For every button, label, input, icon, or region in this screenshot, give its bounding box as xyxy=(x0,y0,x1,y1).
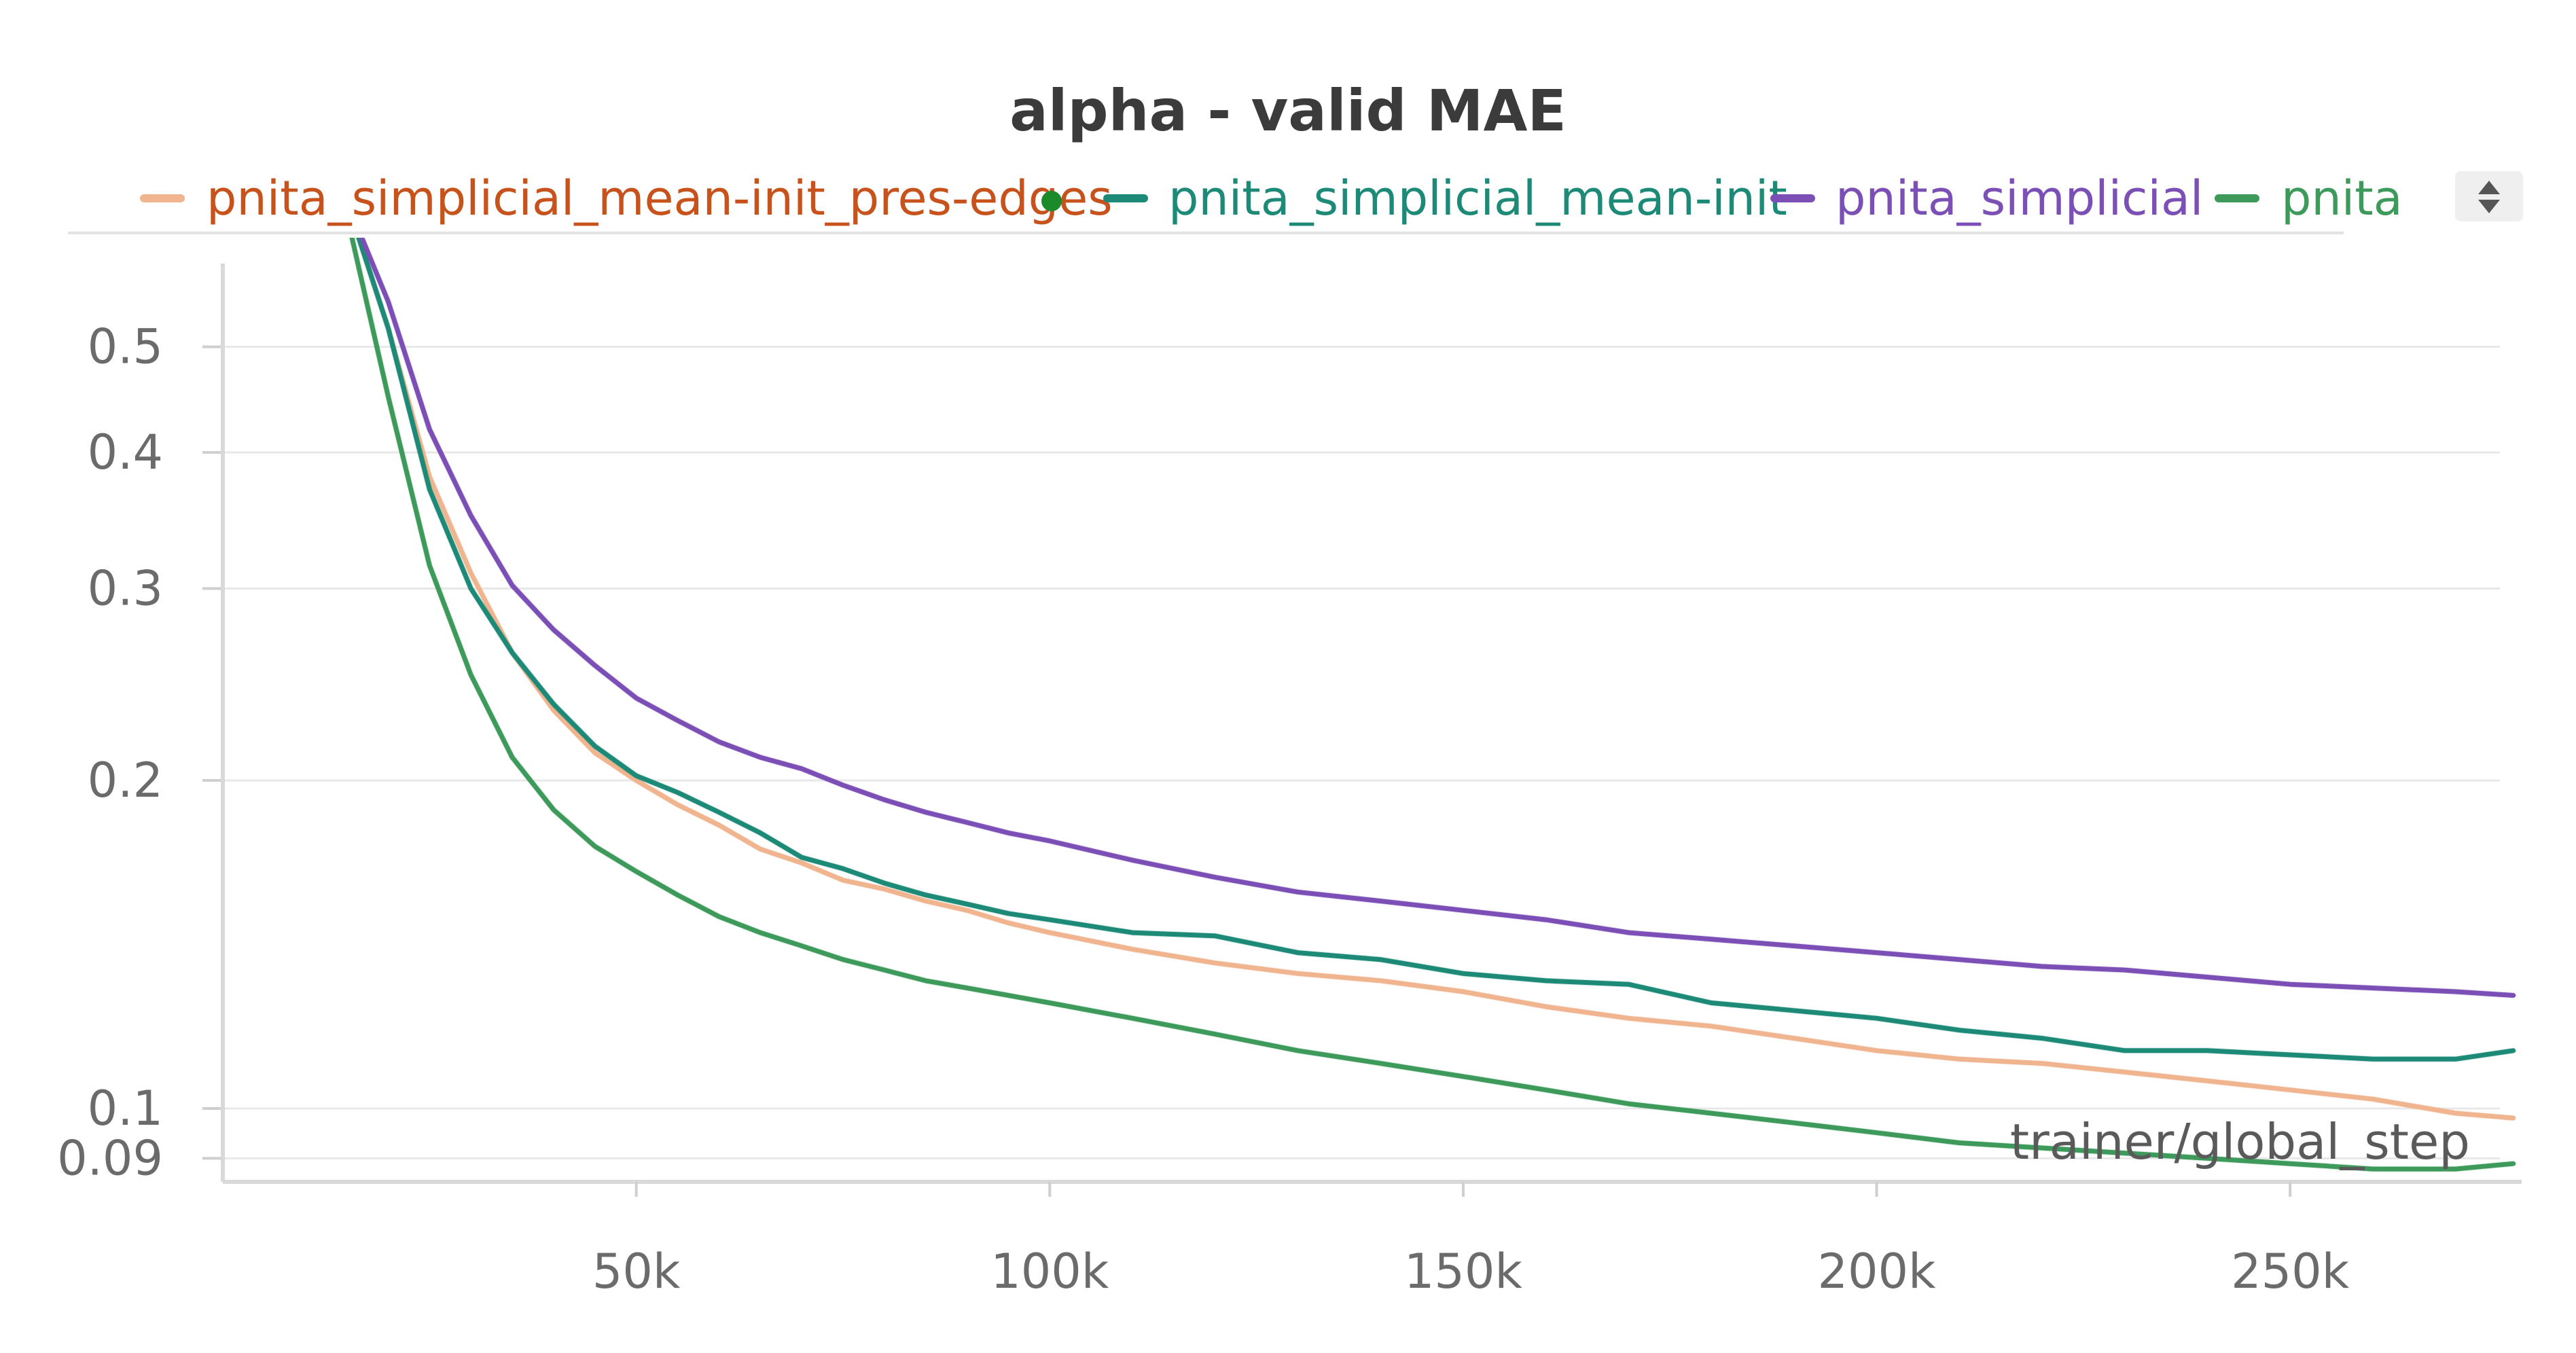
series-line xyxy=(359,238,2516,998)
legend-item-label[interactable]: pnita xyxy=(2281,170,2403,226)
y-tick-label: 0.2 xyxy=(88,753,163,808)
series-line xyxy=(349,238,2516,1172)
axes: 0.5 0.4 0.3 0.2 0.10.09 50k 100k 150k 200k 250k xyxy=(57,264,2522,1299)
legend-item-label[interactable]: pnita_simplicial xyxy=(1836,170,2203,226)
chevron-down-icon[interactable] xyxy=(2478,200,2500,213)
x-tick-label: 200k xyxy=(1817,1244,1936,1299)
x-tick-label: 150k xyxy=(1404,1244,1523,1299)
legend-item-label[interactable]: pnita_simplicial_mean-init_pres-edges xyxy=(207,170,1113,226)
series-line xyxy=(356,238,2516,1062)
legend-item-label[interactable]: pnita_simplicial_mean-init xyxy=(1168,170,1787,226)
y-tick-label: 0.3 xyxy=(88,561,163,617)
grid xyxy=(223,346,2500,1159)
y-tick-label: 0.1 xyxy=(88,1081,163,1136)
y-tick-label: 0.5 xyxy=(88,319,163,375)
x-tick-label: 250k xyxy=(2231,1244,2350,1299)
y-tick-label: 0.09 xyxy=(57,1130,163,1186)
legend-scroll-box[interactable] xyxy=(2455,171,2523,221)
chart-title: alpha - valid MAE xyxy=(1009,77,1567,144)
x-tick-label: 100k xyxy=(990,1244,1109,1299)
legend-scroll-control[interactable] xyxy=(2455,171,2523,221)
x-axis-label: trainer/global_step xyxy=(2010,1113,2470,1170)
active-run-dot-icon xyxy=(1041,191,1062,211)
x-tick-label: 50k xyxy=(592,1244,681,1299)
legend: pnita_simplicial_mean-init_pres-edges pni… xyxy=(140,170,2403,226)
series-line xyxy=(356,238,2516,1121)
chevron-up-icon[interactable] xyxy=(2478,181,2500,194)
series-lines xyxy=(348,238,2516,1172)
y-tick-label: 0.4 xyxy=(88,425,163,480)
